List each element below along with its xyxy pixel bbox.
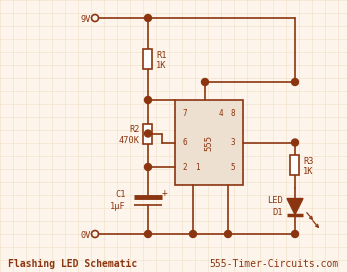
Text: 4: 4 <box>219 110 223 119</box>
Circle shape <box>144 130 152 137</box>
Text: 1K: 1K <box>303 168 313 177</box>
Bar <box>144 49 152 69</box>
Circle shape <box>144 230 152 237</box>
Bar <box>175 100 243 185</box>
Text: 6: 6 <box>183 138 187 147</box>
Polygon shape <box>287 199 303 215</box>
Text: 2: 2 <box>183 162 187 172</box>
Bar <box>144 123 152 144</box>
Text: 1K: 1K <box>156 61 167 70</box>
Text: LED: LED <box>267 196 283 205</box>
Circle shape <box>291 139 298 146</box>
Text: 0V: 0V <box>81 230 91 240</box>
Text: R1: R1 <box>156 51 167 60</box>
Text: 5: 5 <box>231 162 235 172</box>
Text: 555: 555 <box>204 134 213 151</box>
Text: Flashing LED Schematic: Flashing LED Schematic <box>8 259 137 269</box>
Circle shape <box>144 14 152 21</box>
Text: 470K: 470K <box>119 136 140 145</box>
Text: C1: C1 <box>116 190 126 199</box>
Text: R3: R3 <box>303 156 313 165</box>
Bar <box>290 155 299 175</box>
Circle shape <box>202 79 209 85</box>
Circle shape <box>189 230 196 237</box>
Circle shape <box>225 230 231 237</box>
Circle shape <box>144 163 152 171</box>
Text: 7: 7 <box>183 110 187 119</box>
Text: D1: D1 <box>272 208 283 217</box>
Text: 555-Timer-Circuits.com: 555-Timer-Circuits.com <box>210 259 339 269</box>
Text: 3: 3 <box>231 138 235 147</box>
Text: 1μF: 1μF <box>110 202 126 211</box>
Circle shape <box>144 97 152 104</box>
Circle shape <box>291 79 298 85</box>
Circle shape <box>291 230 298 237</box>
Text: 9V: 9V <box>81 14 91 23</box>
Text: +: + <box>162 187 168 197</box>
Text: R2: R2 <box>129 125 140 134</box>
Text: 1: 1 <box>195 162 199 172</box>
Text: 8: 8 <box>231 110 235 119</box>
